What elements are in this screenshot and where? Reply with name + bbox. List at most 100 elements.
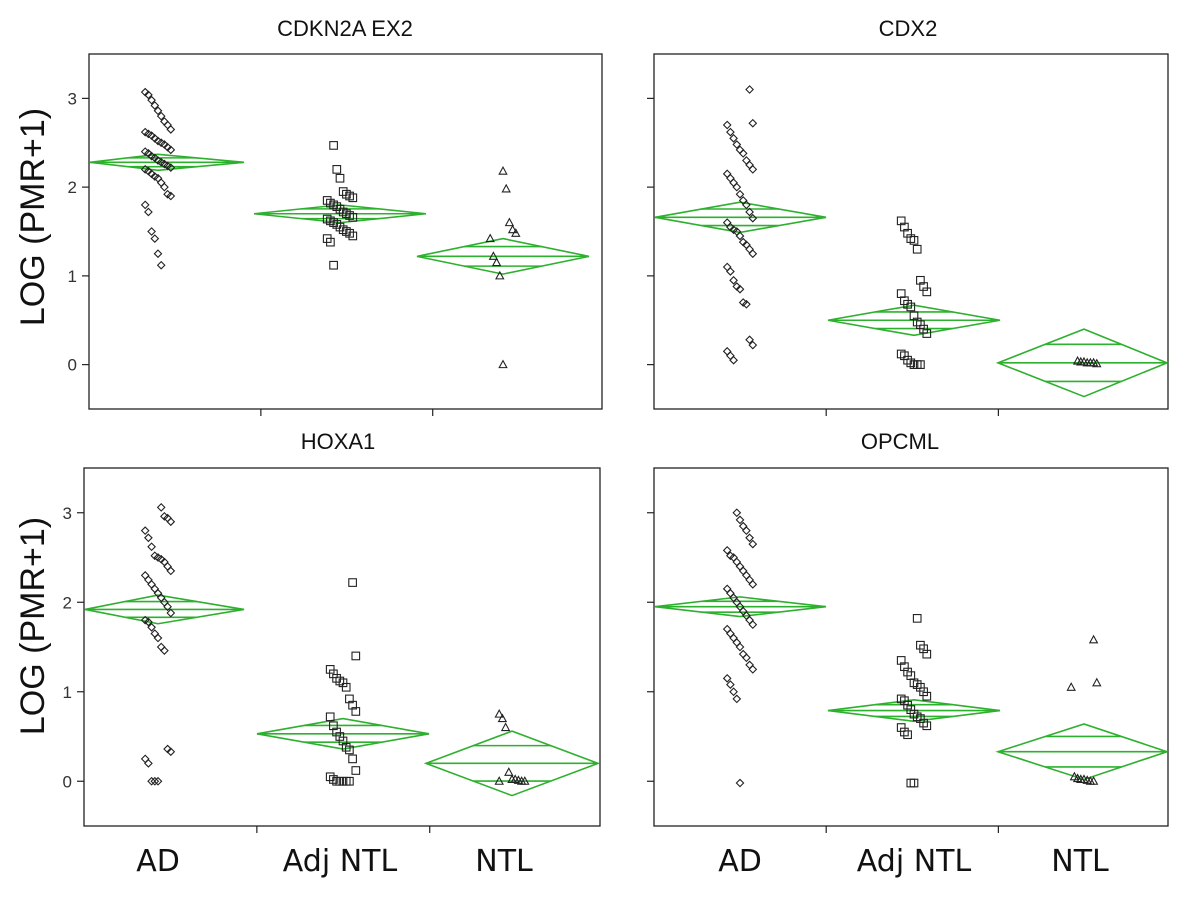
data-point-diamond	[748, 340, 758, 350]
data-point-diamond	[163, 602, 172, 612]
data-point-diamond	[166, 191, 176, 201]
data-point-square	[332, 727, 341, 737]
data-point-square	[919, 324, 928, 334]
data-point-diamond	[726, 680, 735, 689]
data-point-diamond	[745, 335, 754, 345]
data-point-square	[906, 302, 916, 312]
x-category-ntl-right: NTL	[1051, 844, 1109, 879]
data-point-square	[335, 204, 345, 214]
data-point-square	[919, 687, 928, 697]
y-axis-label-bottom: LOG (PMR+1)	[14, 517, 52, 735]
data-point-triangle	[507, 224, 518, 234]
data-point-diamond	[153, 776, 163, 786]
x-category-adj-ntl-left: Adj NTL	[283, 844, 398, 879]
panel-3	[647, 467, 1170, 833]
data-point-square	[912, 614, 922, 623]
data-point-square	[341, 682, 351, 692]
data-point-diamond	[732, 638, 742, 647]
mean-diamond-ad	[654, 596, 827, 618]
data-point-square	[916, 714, 925, 723]
data-point-square	[919, 644, 928, 654]
data-point-diamond	[726, 267, 735, 276]
data-point-square	[922, 721, 932, 731]
data-point-diamond	[144, 617, 153, 627]
data-point-square	[348, 700, 357, 710]
mean-diamond-ntl	[995, 328, 1170, 398]
data-point-triangle	[491, 257, 502, 267]
panel-title-hoxa1: HOXA1	[301, 429, 376, 454]
data-point-triangle	[520, 776, 530, 785]
data-point-square	[345, 694, 354, 704]
data-point-diamond	[748, 164, 758, 174]
data-point-diamond	[166, 163, 176, 172]
data-point-diamond	[726, 629, 735, 638]
data-point-diamond	[742, 571, 751, 580]
y-tick-label: 0	[68, 356, 77, 375]
data-point-diamond	[722, 545, 732, 555]
data-point-triangle	[504, 767, 514, 776]
data-point-diamond	[729, 633, 738, 643]
y-tick-label: 2	[68, 178, 77, 197]
data-point-square	[348, 754, 357, 764]
data-point-diamond	[729, 275, 738, 285]
data-point-diamond	[150, 629, 160, 638]
data-point-diamond	[742, 653, 751, 663]
data-point-square	[922, 329, 932, 338]
data-point-square	[351, 766, 361, 775]
data-point-triangle	[1088, 776, 1099, 785]
data-point-diamond	[742, 526, 751, 536]
data-point-square	[919, 282, 928, 291]
data-point-diamond	[144, 207, 153, 217]
data-point-diamond	[735, 642, 745, 652]
data-point-diamond	[732, 182, 742, 192]
data-point-square	[332, 673, 341, 683]
data-point-diamond	[166, 145, 176, 155]
data-point-diamond	[738, 566, 748, 576]
data-point-square	[338, 187, 348, 196]
data-point-square	[909, 709, 919, 719]
data-point-square	[329, 260, 338, 270]
y-axis-label-top: LOG (PMR+1)	[14, 108, 52, 326]
data-point-square	[922, 287, 932, 297]
x-category-ad-right: AD	[718, 844, 762, 879]
data-point-square	[345, 211, 354, 220]
data-point-diamond	[745, 615, 754, 625]
data-point-square	[329, 141, 338, 150]
y-tick-label: 0	[63, 772, 72, 791]
data-point-square	[903, 355, 912, 365]
panel-title-opcml: OPCML	[861, 429, 939, 454]
mean-diamond-adj-ntl	[827, 304, 1001, 337]
data-point-square	[332, 202, 342, 212]
data-point-square	[325, 665, 335, 674]
data-point-square	[325, 712, 335, 722]
data-point-square	[351, 651, 361, 661]
data-point-square	[906, 358, 916, 368]
data-point-square	[345, 745, 354, 755]
data-point-diamond	[729, 133, 738, 143]
data-point-square	[916, 275, 925, 285]
data-point-diamond	[150, 584, 160, 594]
data-point-square	[338, 678, 348, 688]
data-point-diamond	[735, 778, 745, 788]
data-point-diamond	[722, 584, 732, 594]
data-point-square	[348, 231, 358, 241]
data-point-triangle	[1088, 634, 1099, 644]
data-point-diamond	[147, 542, 156, 552]
data-point-diamond	[732, 694, 742, 704]
data-point-square	[919, 718, 928, 728]
data-point-diamond	[156, 503, 166, 512]
data-point-diamond	[722, 262, 732, 272]
data-point-square	[909, 778, 919, 788]
data-point-square	[896, 289, 906, 298]
data-point-diamond	[722, 120, 732, 130]
data-point-diamond	[729, 178, 738, 188]
data-point-square	[326, 237, 335, 247]
panel-title-cdx2: CDX2	[879, 16, 938, 41]
data-point-diamond	[742, 299, 751, 309]
data-point-square	[341, 742, 351, 752]
data-point-diamond	[722, 673, 732, 683]
data-point-diamond	[745, 244, 754, 254]
data-point-diamond	[153, 249, 163, 259]
data-point-square	[922, 649, 932, 659]
data-point-diamond	[153, 106, 163, 116]
